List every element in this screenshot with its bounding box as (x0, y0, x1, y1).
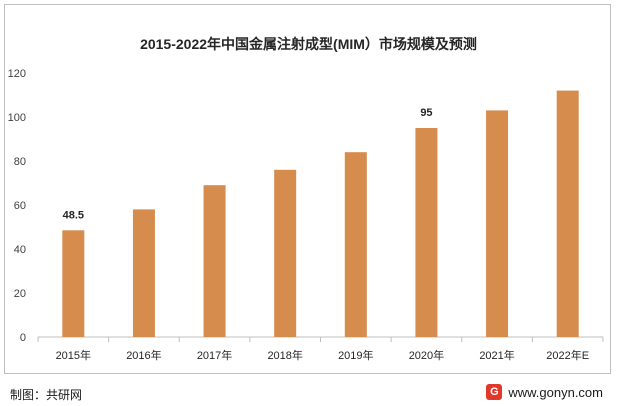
y-tick-label: 0 (20, 332, 26, 344)
bar (274, 169, 297, 337)
site-url: www.gonyn.com (508, 384, 603, 400)
bar (62, 230, 85, 337)
x-tick-label: 2016年 (126, 348, 161, 362)
x-tick-label: 2015年 (56, 348, 91, 362)
y-tick-label: 100 (8, 112, 26, 124)
bar (415, 128, 438, 337)
x-tick-label: 2017年 (197, 348, 232, 362)
y-tick-label: 80 (14, 156, 26, 168)
x-tick-label: 2018年 (267, 348, 302, 362)
x-tick-label: 2021年 (479, 348, 514, 362)
y-tick-label: 20 (14, 288, 26, 300)
bar (486, 110, 509, 338)
bar (556, 90, 579, 337)
y-tick-label: 60 (14, 200, 26, 212)
source-label: 制图：共研网 (10, 388, 83, 402)
x-tick-label: 2022年E (546, 348, 589, 362)
bar (132, 209, 155, 337)
chart-title: 2015-2022年中国金属注射成型(MIM）市场规模及预测 (140, 36, 477, 52)
site-credit: G www.gonyn.com (486, 384, 603, 400)
x-tick-label: 2020年 (409, 348, 444, 362)
data-label: 95 (420, 107, 432, 119)
bar (344, 152, 367, 337)
bar (203, 185, 226, 337)
data-label: 48.5 (63, 209, 84, 221)
x-tick-label: 2019年 (338, 348, 373, 362)
y-tick-label: 40 (14, 244, 26, 256)
chart-frame (4, 4, 611, 374)
logo-icon: G (486, 384, 503, 400)
y-tick-label: 120 (8, 68, 26, 80)
